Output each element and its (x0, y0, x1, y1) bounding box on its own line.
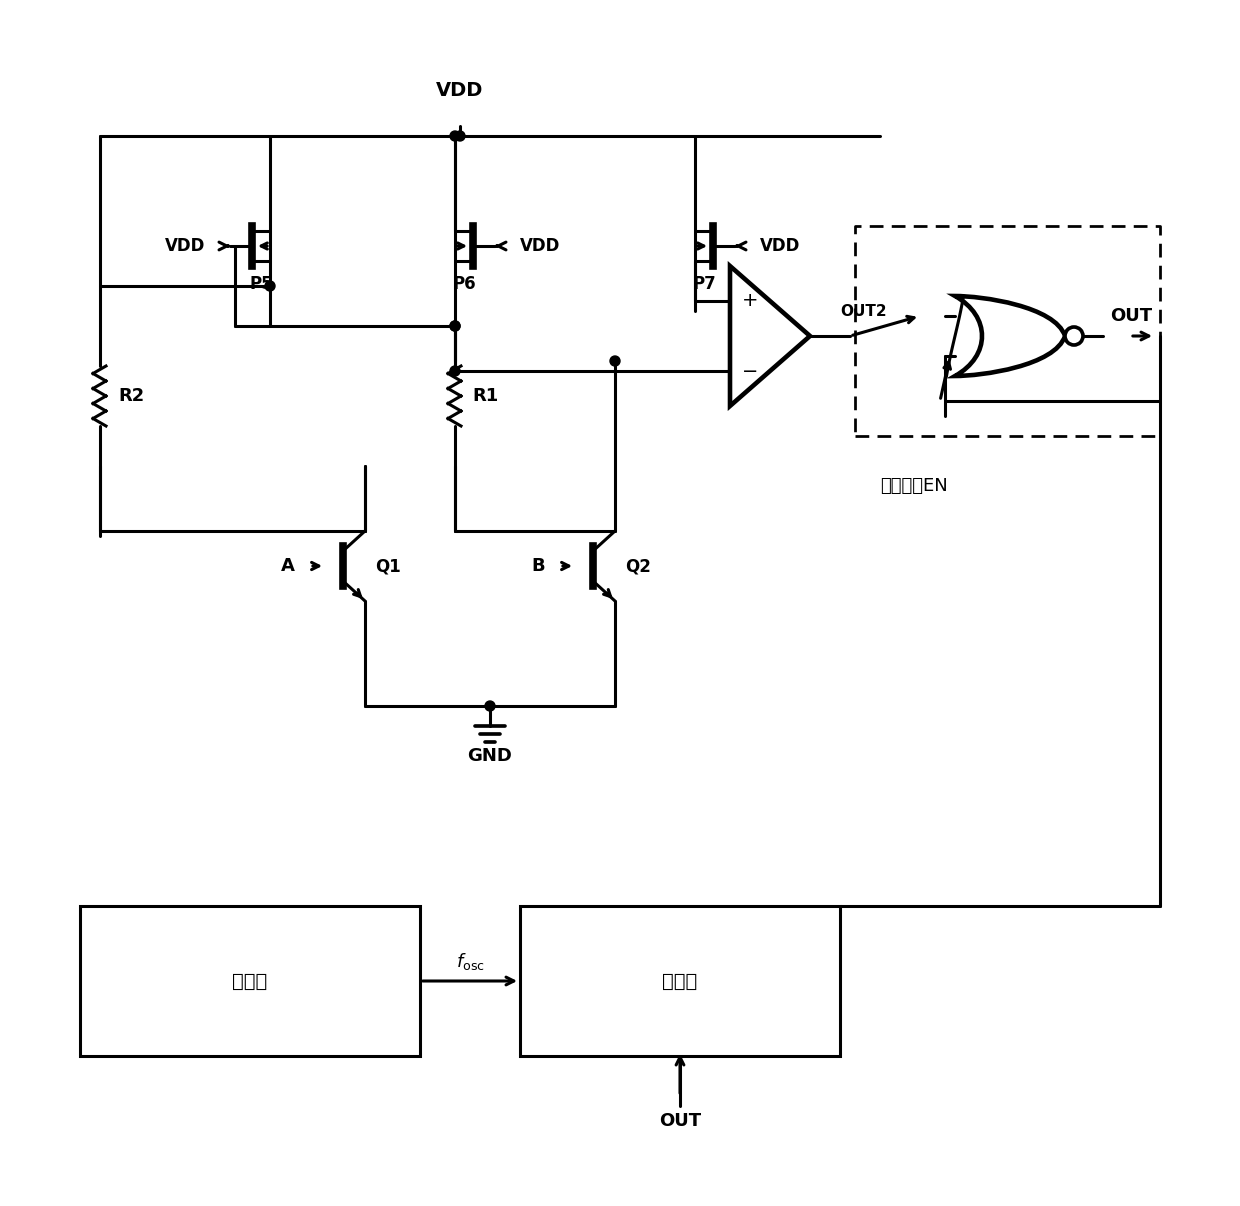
Circle shape (265, 281, 275, 291)
PathPatch shape (955, 295, 1065, 376)
Text: 振荡器: 振荡器 (232, 972, 268, 990)
Text: B: B (532, 557, 546, 575)
Text: R2: R2 (118, 387, 144, 405)
Circle shape (1065, 327, 1083, 345)
Text: Q2: Q2 (625, 557, 651, 575)
Text: OUT: OUT (658, 1112, 701, 1130)
Text: 中断信号EN: 中断信号EN (880, 478, 947, 494)
Text: VDD: VDD (436, 82, 484, 100)
Text: P7: P7 (692, 275, 715, 293)
Text: 同或: 同或 (992, 314, 1008, 328)
Text: R1: R1 (472, 387, 500, 405)
Circle shape (485, 701, 495, 712)
Text: VDD: VDD (760, 238, 800, 254)
Text: VDD: VDD (165, 238, 205, 254)
Text: 定时器: 定时器 (662, 972, 698, 990)
Text: OUT: OUT (1110, 308, 1152, 324)
Text: P6: P6 (453, 275, 476, 293)
Circle shape (450, 321, 460, 330)
Text: Q1: Q1 (374, 557, 401, 575)
Text: 门: 门 (996, 344, 1004, 358)
Text: $f_{\rm osc}$: $f_{\rm osc}$ (455, 950, 485, 972)
Circle shape (450, 131, 460, 141)
Text: GND: GND (467, 747, 512, 765)
Text: −: − (742, 362, 758, 381)
Text: A: A (281, 557, 295, 575)
Text: P5: P5 (249, 275, 273, 293)
Circle shape (455, 131, 465, 141)
Circle shape (450, 365, 460, 376)
Circle shape (450, 321, 460, 330)
Circle shape (610, 356, 620, 365)
Text: OUT2: OUT2 (839, 304, 887, 318)
Text: VDD: VDD (520, 238, 560, 254)
Text: +: + (742, 292, 758, 310)
